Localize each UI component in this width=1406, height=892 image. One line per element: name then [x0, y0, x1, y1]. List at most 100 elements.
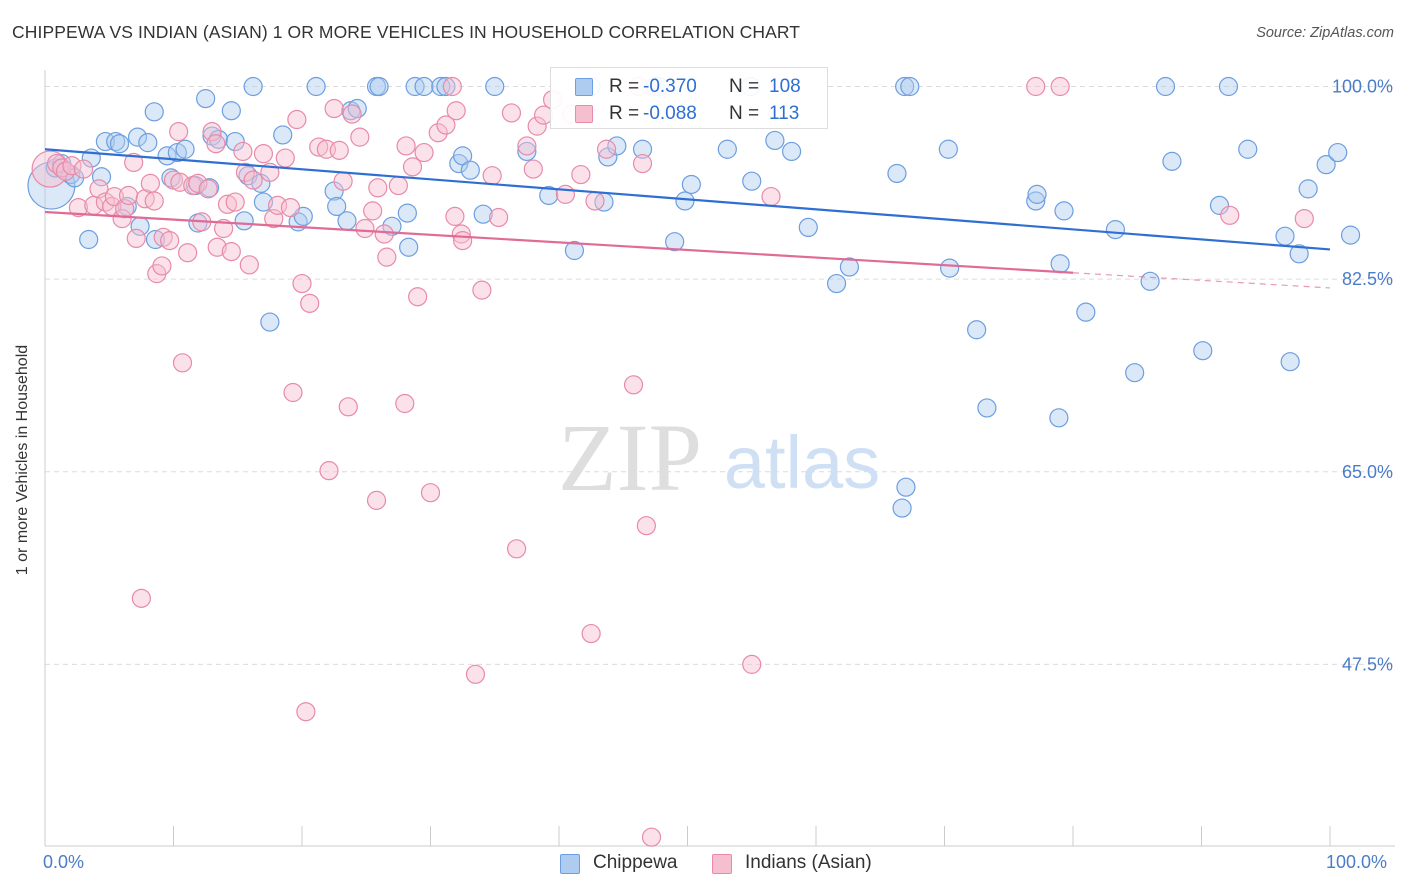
- indians-asian-point: [275, 148, 295, 168]
- indians-asian-point: [160, 231, 180, 251]
- chippewa-point: [887, 163, 907, 184]
- indians-asian-point: [300, 293, 320, 313]
- chippewa-point: [1049, 408, 1069, 428]
- chippewa-point: [1328, 142, 1348, 163]
- indians-asian-point: [742, 654, 762, 674]
- source-label: Source: ZipAtlas.com: [1256, 25, 1394, 41]
- indians-asian-point: [465, 664, 486, 684]
- indians-asian-point: [221, 242, 241, 262]
- indians-asian-point: [420, 483, 441, 503]
- indians-asian-point: [388, 175, 408, 196]
- indians-asian-point: [428, 123, 448, 143]
- indians-asian-point: [188, 173, 208, 193]
- chippewa-point: [896, 477, 916, 497]
- chippewa-point: [157, 146, 177, 166]
- legend-row-chippewa: R = -0.370 N = 108: [551, 74, 827, 100]
- legend-swatch-pink: [575, 105, 593, 123]
- indians-asian-point: [1294, 208, 1314, 229]
- chippewa-point: [1275, 226, 1295, 246]
- chippewa-point: [1298, 179, 1318, 199]
- chippewa-point: [539, 185, 559, 206]
- chippewa-point: [1162, 151, 1182, 171]
- chippewa-point: [675, 191, 695, 211]
- legend-swatch-blue: [560, 854, 580, 874]
- indians-asian-point: [436, 115, 456, 135]
- indians-asian-point: [253, 144, 274, 164]
- chippewa-point: [260, 312, 280, 332]
- indians-asian-point: [355, 218, 375, 239]
- indians-asian-point: [571, 164, 591, 185]
- chippewa-point: [977, 398, 997, 418]
- chippewa-point: [717, 139, 737, 159]
- indians-asian-point: [198, 179, 218, 199]
- watermark-zip: ZIP: [558, 404, 702, 511]
- chippewa-point: [1218, 76, 1239, 97]
- series-layer: [27, 76, 1361, 847]
- chippewa-point: [144, 102, 164, 122]
- indians-asian-point: [169, 122, 189, 142]
- indians-asian-point: [395, 393, 415, 414]
- indians-asian-point: [206, 134, 226, 154]
- indians-asian-point: [62, 156, 82, 176]
- indians-asian-point: [472, 280, 492, 300]
- indians-asian-point: [329, 140, 349, 160]
- indians-asian-point: [374, 224, 394, 244]
- indians-asian-point: [239, 255, 259, 275]
- indians-asian-point: [233, 141, 253, 162]
- indians-asian-point: [217, 194, 238, 214]
- chippewa-point: [327, 196, 347, 217]
- chippewa-point: [460, 160, 480, 180]
- indians-asian-point: [126, 228, 146, 249]
- chippewa-point: [781, 141, 802, 162]
- chippewa-point: [900, 76, 920, 97]
- chippewa-point: [938, 139, 958, 159]
- indians-asian-point: [581, 623, 601, 644]
- chippewa-point: [138, 133, 158, 153]
- indians-asian-point: [342, 104, 362, 124]
- chart-title: CHIPPEWA VS INDIAN (ASIAN) 1 OR MORE VEH…: [12, 22, 801, 42]
- chippewa-point: [431, 76, 451, 97]
- chippewa-point: [127, 127, 148, 147]
- legend-n-label: N =: [729, 76, 760, 97]
- indians-asian-point: [124, 152, 144, 173]
- chippewa-point: [161, 168, 181, 188]
- trend-line-extension-indians-asian: [1072, 272, 1331, 289]
- indians-asian-point: [202, 122, 222, 142]
- indians-asian-point: [207, 237, 227, 257]
- legend-n-value: 108: [769, 76, 801, 97]
- indians-asian-point: [451, 224, 471, 244]
- chippewa-point: [892, 498, 912, 518]
- chippewa-point: [564, 240, 585, 261]
- indians-asian-point: [309, 137, 329, 157]
- chippewa-point: [196, 89, 216, 109]
- indians-asian-point: [402, 157, 423, 177]
- chippewa-point: [221, 101, 241, 121]
- chippewa-point: [1076, 302, 1096, 322]
- indians-asian-point: [555, 184, 576, 204]
- chippewa-point: [95, 131, 115, 152]
- chippewa-point: [1289, 244, 1309, 264]
- chippewa-point: [273, 125, 293, 145]
- indians-asian-point: [632, 153, 653, 174]
- indians-asian-point: [118, 185, 139, 206]
- chippewa-point: [681, 174, 701, 195]
- chippewa-point: [145, 229, 166, 250]
- indians-asian-point: [131, 588, 151, 608]
- indians-asian-point: [296, 702, 316, 722]
- indians-asian-point: [287, 109, 307, 130]
- chippewa-point: [109, 134, 130, 154]
- indians-asian-point: [527, 116, 547, 136]
- chippewa-point: [1054, 201, 1074, 221]
- y-axis-label: 1 or more Vehicles in Household: [14, 344, 31, 576]
- indians-asian-point: [366, 490, 387, 510]
- axes: [44, 70, 1395, 847]
- legend-r-label: R =: [609, 103, 640, 124]
- legend-n-label: N =: [729, 103, 760, 124]
- chippewa-point: [1316, 155, 1336, 175]
- chippewa-point: [347, 98, 367, 119]
- indians-asian-point: [623, 375, 644, 395]
- chippewa-point: [665, 232, 685, 252]
- indians-asian-point: [489, 207, 509, 228]
- chippewa-point: [399, 237, 419, 257]
